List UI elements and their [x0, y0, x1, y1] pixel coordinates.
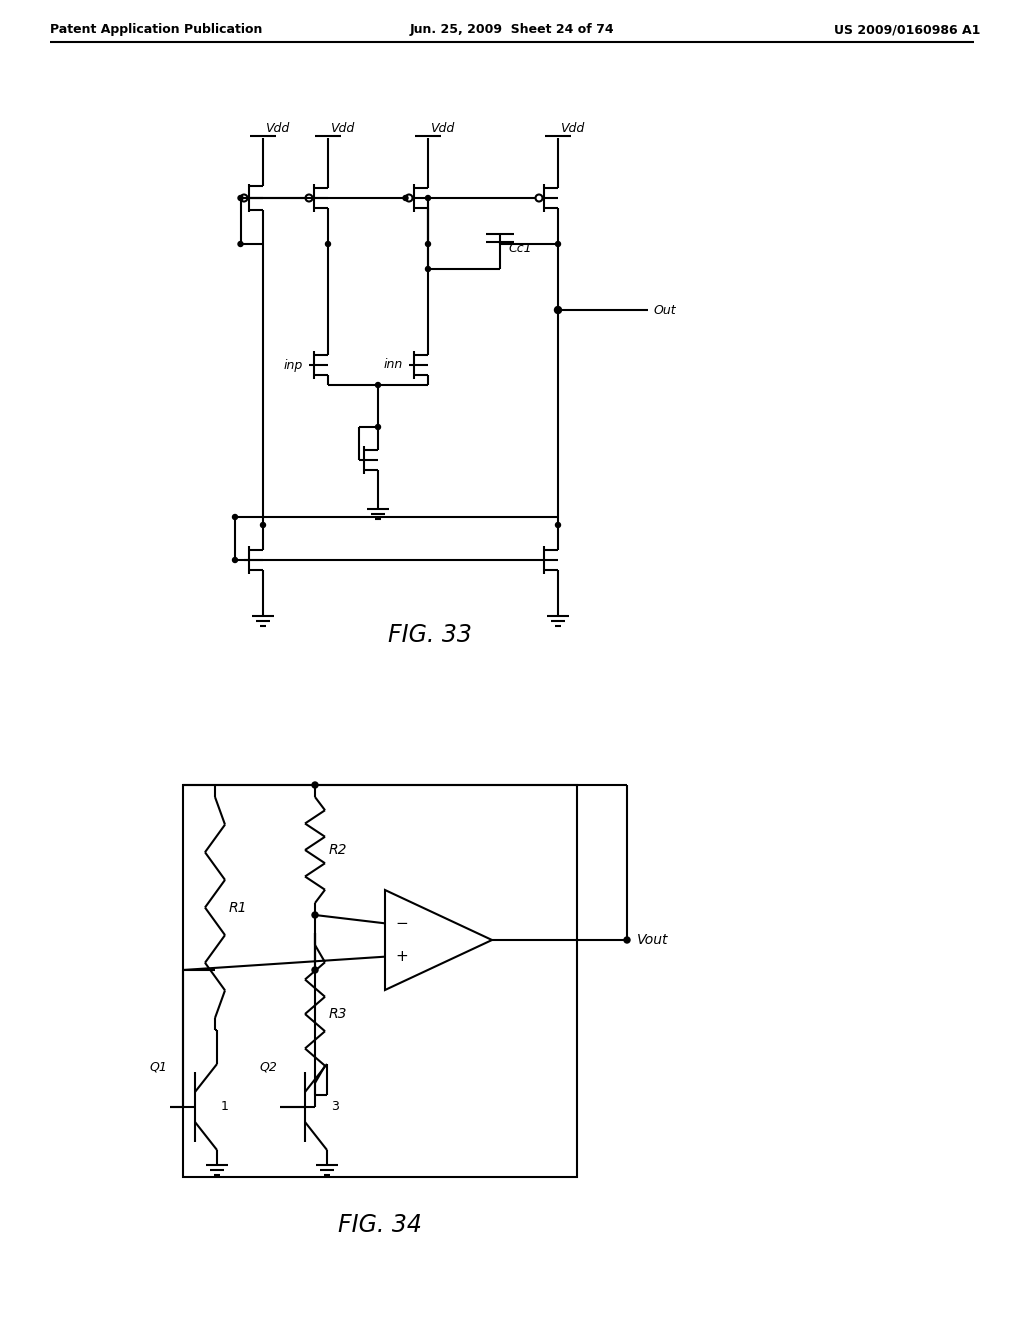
Circle shape [376, 425, 381, 429]
Circle shape [312, 781, 318, 788]
Circle shape [232, 515, 238, 520]
Text: Q2: Q2 [259, 1060, 278, 1073]
Circle shape [376, 383, 381, 388]
Text: FIG. 33: FIG. 33 [388, 623, 472, 647]
Text: Out: Out [653, 304, 676, 317]
Text: Patent Application Publication: Patent Application Publication [50, 24, 262, 37]
Circle shape [426, 242, 430, 247]
Text: Q1: Q1 [150, 1060, 167, 1073]
Text: Vdd: Vdd [560, 121, 585, 135]
Circle shape [555, 242, 560, 247]
Circle shape [326, 242, 331, 247]
Text: Vdd: Vdd [430, 121, 455, 135]
Bar [183, 785, 577, 1177]
Text: R1: R1 [229, 900, 248, 915]
Text: FIG. 34: FIG. 34 [338, 1213, 422, 1237]
Text: −: − [395, 916, 408, 931]
Circle shape [232, 557, 238, 562]
Text: Vdd: Vdd [330, 121, 354, 135]
Circle shape [238, 242, 243, 247]
Text: Jun. 25, 2009  Sheet 24 of 74: Jun. 25, 2009 Sheet 24 of 74 [410, 24, 614, 37]
Circle shape [312, 912, 318, 917]
Circle shape [260, 523, 265, 528]
Text: Cc1: Cc1 [508, 242, 531, 255]
Text: Vdd: Vdd [265, 121, 289, 135]
Text: R2: R2 [329, 843, 347, 857]
Circle shape [312, 968, 318, 973]
Text: inp: inp [284, 359, 303, 371]
Circle shape [555, 523, 560, 528]
Text: 3: 3 [331, 1101, 339, 1114]
Circle shape [426, 267, 430, 272]
Circle shape [624, 937, 630, 942]
Text: +: + [395, 949, 408, 964]
Text: inn: inn [384, 359, 403, 371]
Text: US 2009/0160986 A1: US 2009/0160986 A1 [834, 24, 980, 37]
Text: R3: R3 [329, 1007, 347, 1020]
Circle shape [555, 306, 561, 314]
Text: 1: 1 [221, 1101, 229, 1114]
Text: Vout: Vout [637, 933, 669, 946]
Circle shape [426, 195, 430, 201]
Circle shape [238, 195, 243, 201]
Circle shape [403, 195, 408, 201]
